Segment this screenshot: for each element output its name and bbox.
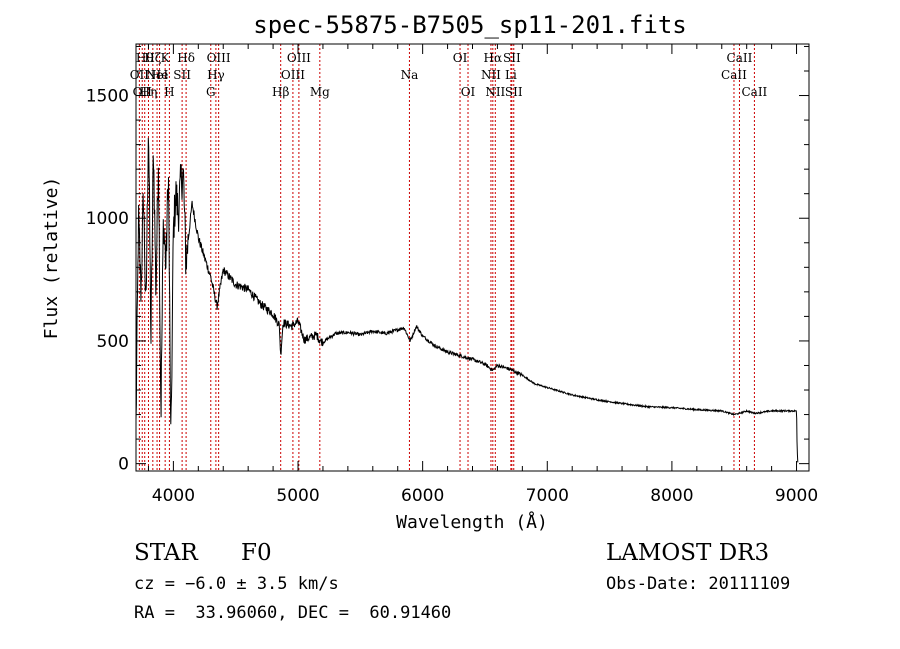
line-marker-label-20: OI — [461, 85, 476, 99]
line-marker-label-25: SII — [503, 51, 521, 65]
x-tick-label-6000: 6000 — [401, 486, 444, 506]
y-axis: 0 500 1000 1500 — [86, 45, 809, 475]
flux-line-group — [135, 137, 799, 463]
y-axis-label: Flux (relative) — [41, 177, 62, 340]
x-tick-label-8000: 8000 — [650, 486, 693, 506]
line-marker-label-4: Hζ — [144, 51, 161, 65]
x-tick-label-5000: 5000 — [276, 486, 319, 506]
flux-line — [135, 137, 799, 463]
line-marker-label-15: OIII — [281, 68, 305, 82]
line-marker-label-8: H — [164, 85, 174, 99]
line-marker-label-27: CaII — [721, 68, 747, 82]
line-marker-label-17: Mg — [310, 85, 330, 99]
x-tick-label-4000: 4000 — [152, 486, 195, 506]
line-marker-label-28: CaII — [727, 51, 753, 65]
observation-date: Obs-Date: 20111109 — [606, 574, 791, 594]
line-marker-label-7: K — [161, 51, 171, 65]
line-marker-label-6: He — [151, 68, 169, 82]
y-tick-label-1500: 1500 — [86, 87, 129, 107]
object-class: STAR — [134, 540, 198, 566]
x-tick-label-7000: 7000 — [526, 486, 569, 506]
line-marker-label-23: NII — [485, 85, 505, 99]
chart-title: spec-55875-B7505_sp11-201.fits — [253, 11, 686, 39]
line-marker-label-14: Hβ — [272, 85, 289, 99]
x-axis: 4000 5000 6000 7000 8000 9000 — [147, 44, 818, 506]
line-marker-label-2: Hθ — [136, 51, 154, 65]
x-tick-label-9000: 9000 — [775, 486, 818, 506]
line-marker-label-21: NII — [481, 68, 501, 82]
line-marker-label-16: OIII — [287, 51, 311, 65]
line-marker-labels: OIIOIIHθHηHζNeIHeKHSIIHδGHγOIIIHβOIIIOII… — [130, 51, 768, 99]
x-axis-label: Wavelength (Å) — [396, 511, 548, 533]
line-marker-label-5: NeI — [146, 68, 169, 82]
line-marker-label-18: Na — [401, 68, 419, 82]
line-marker-label-12: Hγ — [207, 68, 225, 82]
line-marker-label-29: CaII — [741, 85, 767, 99]
line-marker-label-3: Hη — [140, 85, 158, 99]
coordinates: RA = 33.96060, DEC = 60.91460 — [134, 603, 452, 623]
line-marker-label-0: OII — [130, 68, 150, 82]
y-tick-label-500: 500 — [97, 332, 129, 352]
y-tick-label-1000: 1000 — [86, 209, 129, 229]
line-marker-label-26: SII — [505, 85, 523, 99]
line-marker-label-11: G — [206, 85, 216, 99]
line-marker-label-9: SII — [173, 68, 191, 82]
line-marker-label-13: OIII — [207, 51, 231, 65]
y-tick-label-0: 0 — [118, 455, 129, 475]
line-marker-label-24: Li — [505, 68, 517, 82]
redshift-cz: cz = −6.0 ± 3.5 km/s — [134, 574, 339, 594]
line-marker-label-19: OI — [453, 51, 468, 65]
plot-frame — [135, 43, 810, 472]
line-marker-label-10: Hδ — [177, 51, 195, 65]
survey-name: LAMOST DR3 — [606, 540, 770, 566]
object-subclass: F0 — [241, 540, 272, 566]
line-marker-label-22: Hα — [484, 51, 503, 65]
